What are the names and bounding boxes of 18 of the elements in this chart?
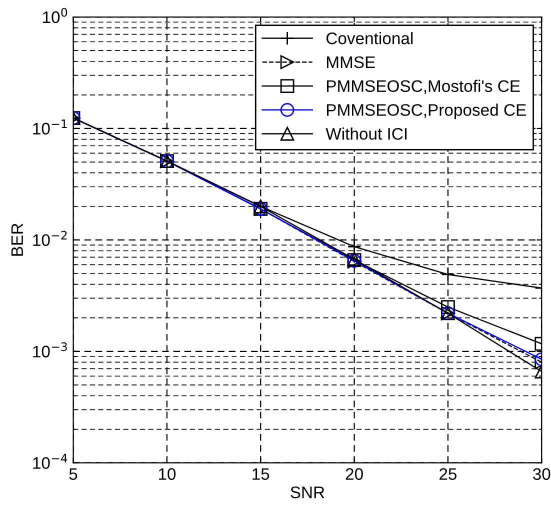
legend-label: PMMSEOSC,Proposed CE bbox=[327, 104, 526, 120]
x-tick-label: 30 bbox=[533, 468, 550, 480]
y-tick-label: 10$^{−1}$ bbox=[33, 120, 67, 135]
x-tick-label: 20 bbox=[346, 468, 363, 480]
legend-label: MMSE bbox=[327, 56, 375, 68]
x-tick-label: 15 bbox=[252, 468, 270, 480]
x-axis-title: SNR bbox=[290, 486, 324, 498]
x-tick-label: 25 bbox=[440, 468, 457, 480]
legend-label: Without ICI bbox=[326, 128, 407, 140]
legend-label: Coventional bbox=[326, 32, 413, 44]
y-tick-label: 10$^{−3}$ bbox=[33, 342, 67, 358]
y-tick-label: 10$^{−2}$ bbox=[33, 230, 67, 246]
x-tick-label: 5 bbox=[69, 468, 78, 480]
y-tick-label: 10$^{−4}$ bbox=[33, 454, 68, 469]
x-tick-label: 10 bbox=[158, 468, 176, 480]
y-axis-title: BER bbox=[11, 224, 23, 256]
legend-label: PMMSEOSC,Mostofi's CE bbox=[327, 80, 520, 94]
y-tick-label: 10$^{0}$ bbox=[43, 8, 68, 24]
